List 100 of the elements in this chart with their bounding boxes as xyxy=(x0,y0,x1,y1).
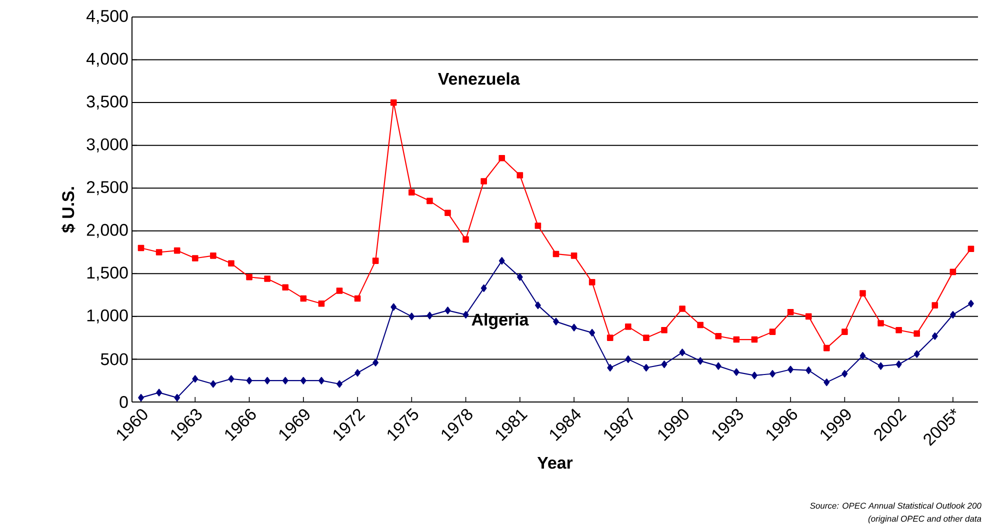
point xyxy=(174,394,180,402)
text: Venezuela xyxy=(438,72,520,85)
point xyxy=(210,380,216,388)
point xyxy=(192,255,198,262)
point xyxy=(282,376,288,384)
point xyxy=(643,334,650,341)
point xyxy=(390,99,397,106)
point xyxy=(336,380,342,388)
point xyxy=(336,288,343,294)
y-tick-label: 4,500 xyxy=(86,10,128,24)
point xyxy=(553,318,559,326)
point xyxy=(950,310,956,318)
point xyxy=(426,312,433,320)
y-tick-label: 2,500 xyxy=(86,181,128,196)
x-axis-title: Year xyxy=(537,456,573,469)
point xyxy=(570,252,578,259)
point xyxy=(444,210,451,216)
point xyxy=(264,276,270,282)
point xyxy=(300,376,306,384)
point xyxy=(661,360,668,368)
point xyxy=(264,376,270,384)
point xyxy=(444,306,451,314)
point xyxy=(390,303,397,311)
point xyxy=(138,244,144,252)
point xyxy=(156,388,162,396)
point xyxy=(408,189,415,196)
point xyxy=(715,332,722,340)
point xyxy=(318,376,324,384)
point xyxy=(535,302,541,310)
point xyxy=(354,295,361,302)
point xyxy=(300,295,307,302)
point xyxy=(806,366,812,374)
point xyxy=(588,279,596,286)
point xyxy=(516,273,523,281)
point xyxy=(606,334,614,341)
point xyxy=(174,247,180,254)
point xyxy=(246,274,252,280)
point xyxy=(968,246,974,252)
point xyxy=(733,368,740,376)
point xyxy=(824,378,830,386)
y-tick-label: 3,000 xyxy=(86,138,128,152)
point xyxy=(787,309,794,316)
point xyxy=(968,300,974,308)
point xyxy=(733,336,740,343)
point xyxy=(480,178,487,184)
point xyxy=(697,357,704,365)
point xyxy=(607,364,614,372)
point xyxy=(516,172,524,178)
point xyxy=(498,257,505,265)
point xyxy=(480,284,487,292)
point xyxy=(932,302,938,308)
y-tick-label: 3,500 xyxy=(86,96,128,110)
point xyxy=(589,328,596,336)
point xyxy=(426,198,433,204)
y-tick-label: 2,000 xyxy=(86,224,128,238)
point xyxy=(715,362,722,370)
point xyxy=(625,355,632,363)
point xyxy=(228,260,234,267)
text: (original OPEC and other data xyxy=(868,516,982,524)
point xyxy=(156,249,162,256)
point xyxy=(679,348,686,356)
point xyxy=(138,394,144,402)
point xyxy=(372,258,379,264)
point xyxy=(462,310,469,318)
point xyxy=(661,326,668,334)
point xyxy=(914,350,920,358)
point xyxy=(751,336,758,343)
point xyxy=(914,330,920,337)
point xyxy=(192,375,198,383)
point xyxy=(878,362,884,370)
point xyxy=(354,369,360,377)
point xyxy=(552,250,560,258)
point xyxy=(805,313,812,320)
point xyxy=(498,155,506,162)
point xyxy=(228,375,234,383)
point xyxy=(860,290,866,296)
y-tick-label: 1,000 xyxy=(87,309,128,324)
point xyxy=(625,324,632,330)
point xyxy=(643,364,650,372)
point xyxy=(282,284,289,290)
point xyxy=(770,370,776,378)
point xyxy=(462,236,469,243)
point xyxy=(823,344,830,352)
point xyxy=(697,322,704,328)
point xyxy=(571,324,577,332)
point xyxy=(769,328,776,335)
point xyxy=(896,326,902,334)
point xyxy=(752,372,758,380)
y-tick-label: 4,000 xyxy=(86,52,128,67)
point xyxy=(246,376,252,384)
point xyxy=(372,358,379,366)
point xyxy=(878,320,884,326)
point xyxy=(408,312,415,320)
point xyxy=(788,366,794,374)
y-axis-title: $ U.S. xyxy=(61,187,76,233)
point xyxy=(210,252,216,259)
point xyxy=(318,300,325,307)
y-tick-label: 1,500 xyxy=(87,266,128,281)
source-note: Source: OPEC Annual Statistical Outlook 200 xyxy=(810,502,982,509)
point xyxy=(534,222,542,229)
